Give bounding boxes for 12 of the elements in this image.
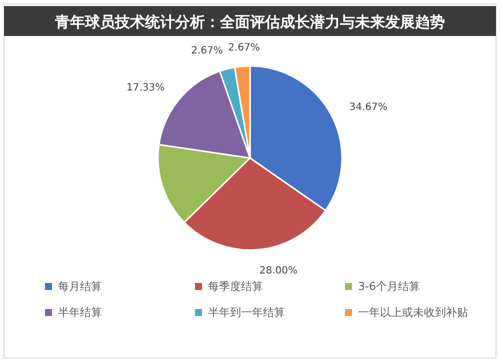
data-label: 17.33% [126, 82, 165, 94]
legend-label: 一年以上或未收到补贴 [358, 306, 468, 319]
legend-label: 3-6个月结算 [358, 280, 420, 293]
data-label: 2.67% [191, 46, 223, 57]
chart-title: 青年球员技术统计分析：全面评估成长潜力与未来发展趋势 [54, 13, 445, 31]
legend-label: 每季度结算 [208, 280, 263, 293]
legend-label: 半年结算 [58, 306, 102, 319]
data-label: 2.67% [228, 42, 260, 54]
data-label: 34.67% [349, 102, 388, 114]
legend-label: 半年到一年结算 [208, 306, 285, 319]
data-label: 28.00% [259, 266, 298, 277]
legend-label: 每月结算 [58, 280, 102, 293]
